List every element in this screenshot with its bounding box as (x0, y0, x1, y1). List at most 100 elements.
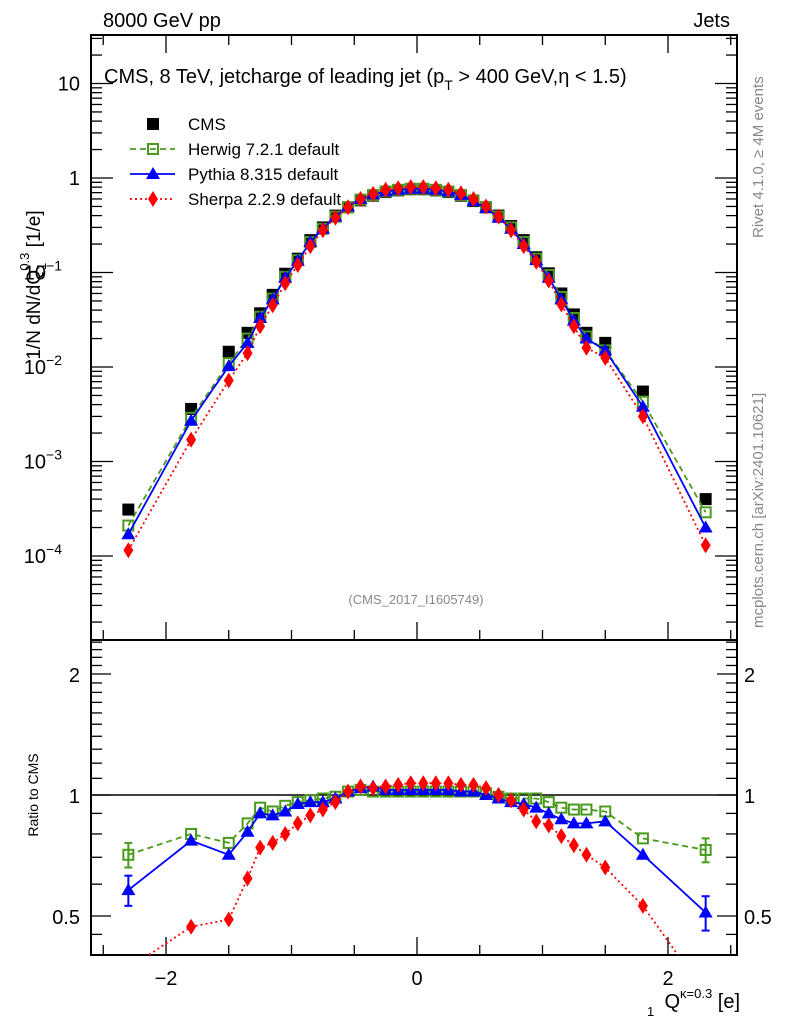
data-point (493, 208, 504, 225)
data-point (342, 783, 353, 800)
data-point (342, 199, 353, 216)
y-tick-label-right: 0.5 (744, 907, 772, 929)
ratio-series-herwig (122, 783, 712, 869)
legend-item: Sherpa 2.2.9 default (130, 190, 341, 209)
y-tick-label: 10−2 (24, 352, 62, 379)
data-point (541, 806, 556, 819)
data-point (567, 803, 580, 816)
series-line (127, 785, 707, 914)
data-point (543, 817, 554, 834)
data-point (506, 792, 517, 809)
data-point (223, 911, 234, 928)
data-point (518, 801, 529, 818)
data-point (636, 832, 649, 845)
data-point (518, 238, 529, 255)
data-point (355, 778, 366, 795)
data-point (581, 339, 592, 356)
data-point (531, 253, 542, 270)
data-point (278, 804, 293, 817)
y-tick-label: 10−4 (24, 541, 62, 568)
data-point (405, 179, 416, 196)
data-point (280, 275, 291, 292)
legend-label: CMS (188, 115, 226, 134)
data-point (700, 537, 711, 554)
legend-item: Herwig 7.2.1 default (130, 140, 339, 159)
series-line (127, 187, 707, 535)
data-point (267, 834, 278, 851)
legend-marker (146, 167, 160, 179)
data-point (280, 825, 291, 842)
data-point (600, 349, 611, 366)
main-series-herwig (122, 182, 712, 532)
xlabel-subscript: 1 (647, 1004, 654, 1019)
data-point (455, 776, 466, 793)
data-point (543, 272, 554, 289)
main-ylabel: 1/N dN/dQ10.3 [1/e] (17, 210, 49, 359)
data-point (121, 527, 136, 540)
data-point (368, 780, 379, 797)
data-point (600, 859, 611, 876)
y-tick-label-right: 2 (744, 665, 755, 687)
title-text: CMS, 8 TeV, jetcharge of leading jet (p (104, 66, 444, 88)
ratio-series-sherpa (123, 775, 680, 977)
ratio-ylabel: Ratio to CMS (25, 753, 41, 836)
data-point (330, 209, 341, 226)
data-point (566, 816, 581, 829)
data-point (223, 372, 234, 389)
rivet-version-label: Rivet 4.1.0, ≥ 4M events (750, 76, 767, 238)
ratio-series-pythia (121, 779, 713, 932)
data-point (253, 311, 268, 324)
title-subscript: T (444, 77, 453, 93)
main-series (121, 179, 713, 559)
ratio-frame (90, 639, 738, 956)
data-point (317, 801, 328, 818)
data-point (455, 185, 466, 202)
data-point (267, 297, 278, 314)
data-point (581, 846, 592, 863)
y-tick-label: 10 (58, 74, 80, 96)
data-point (221, 359, 236, 372)
y-tick-label: 10−1 (24, 258, 62, 285)
data-point (305, 807, 316, 824)
data-point (531, 813, 542, 830)
data-point (418, 775, 429, 792)
y-tick-label-left: 2 (69, 665, 80, 687)
data-point (242, 870, 253, 887)
data-point (468, 776, 479, 793)
legend-marker (147, 118, 159, 130)
legend-item: CMS (147, 115, 226, 134)
data-point (123, 961, 133, 977)
data-point (430, 180, 441, 197)
data-point (292, 815, 303, 832)
data-point (481, 198, 492, 215)
data-point (635, 399, 650, 412)
data-point (637, 897, 648, 914)
data-point (430, 775, 441, 792)
data-point (355, 190, 366, 207)
data-point (636, 385, 649, 398)
legend: CMS Herwig 7.2.1 default Pythia 8.315 defa… (130, 115, 341, 209)
data-point (580, 803, 593, 816)
main-series-pythia (121, 181, 713, 540)
data-point (368, 185, 379, 202)
series-line (128, 788, 706, 856)
data-point (292, 257, 303, 274)
data-point (579, 816, 594, 829)
data-point (253, 806, 268, 819)
x-tick-label: 2 (662, 968, 673, 990)
data-point (637, 408, 648, 425)
data-point (393, 776, 404, 793)
x-tick-label: 0 (411, 968, 422, 990)
data-point (255, 318, 266, 335)
data-point (303, 795, 318, 808)
series-line (127, 187, 707, 527)
legend-marker (148, 191, 158, 207)
ratio-axes: −2 0 2 2 2 1 1 0.5 0.5 (52, 639, 772, 990)
data-point (556, 296, 567, 313)
y-tick-label-left: 1 (69, 786, 80, 808)
y-tick-label-left: 0.5 (52, 907, 80, 929)
data-point (598, 343, 613, 356)
mcplots-label: mcplots.cern.ch [arXiv:2401.10621] (750, 393, 767, 628)
data-point (315, 795, 330, 808)
